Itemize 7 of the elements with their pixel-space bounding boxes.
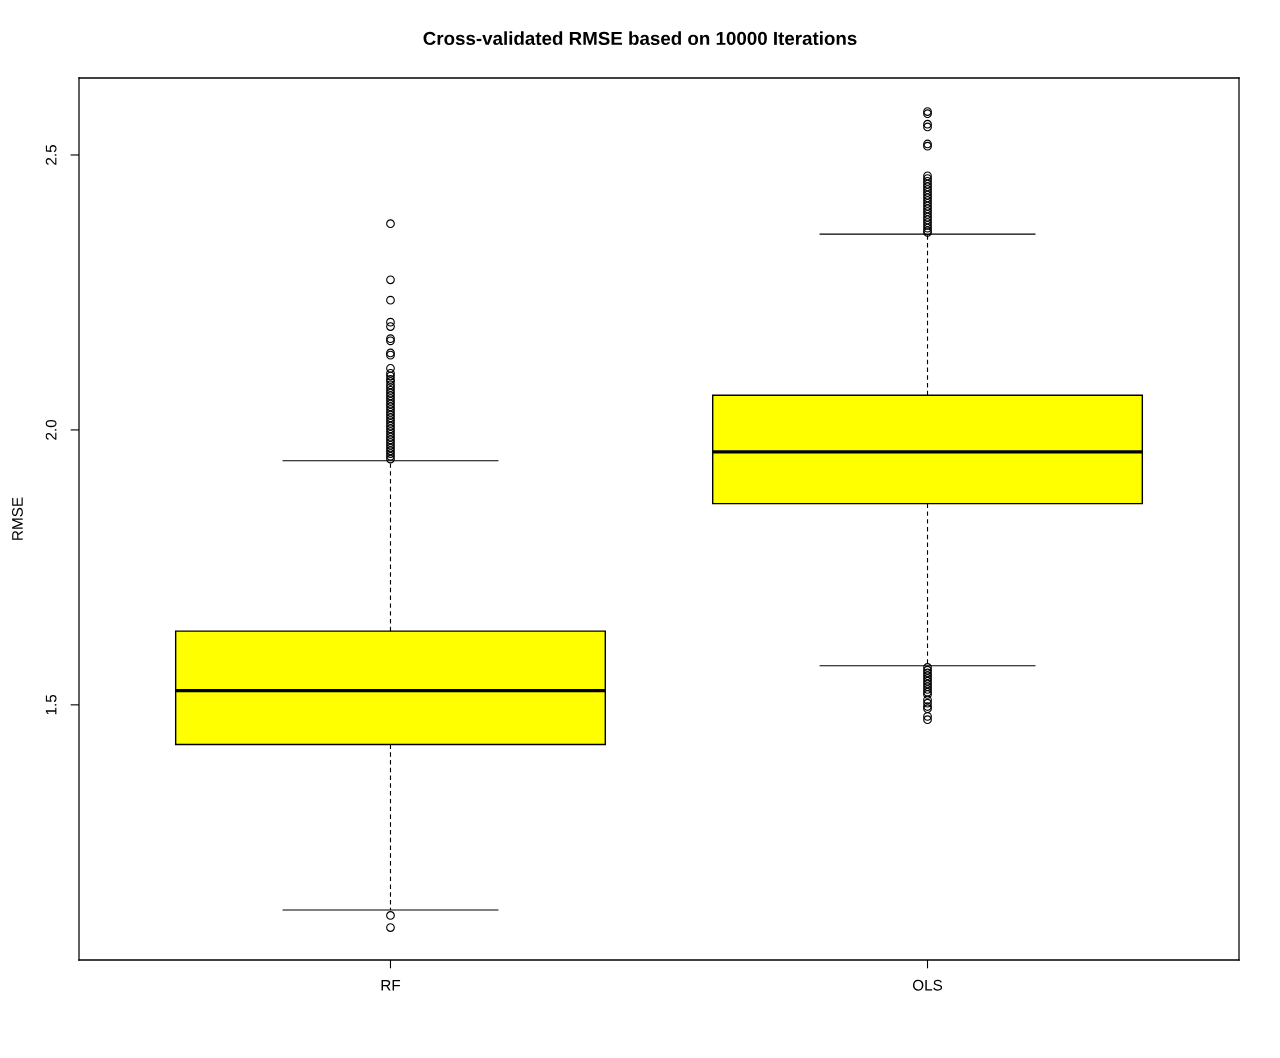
y-axis-title: RMSE <box>12 497 23 540</box>
chart-title: Cross-validated RMSE based on 10000 Iterations <box>423 31 857 46</box>
y-tick-label: 1.5 <box>45 694 57 715</box>
y-tick-label: 2.0 <box>45 419 57 440</box>
x-tick-label: OLS <box>912 979 943 991</box>
x-tick-label: RF <box>381 980 401 991</box>
y-tick-label: 2.5 <box>45 145 57 165</box>
